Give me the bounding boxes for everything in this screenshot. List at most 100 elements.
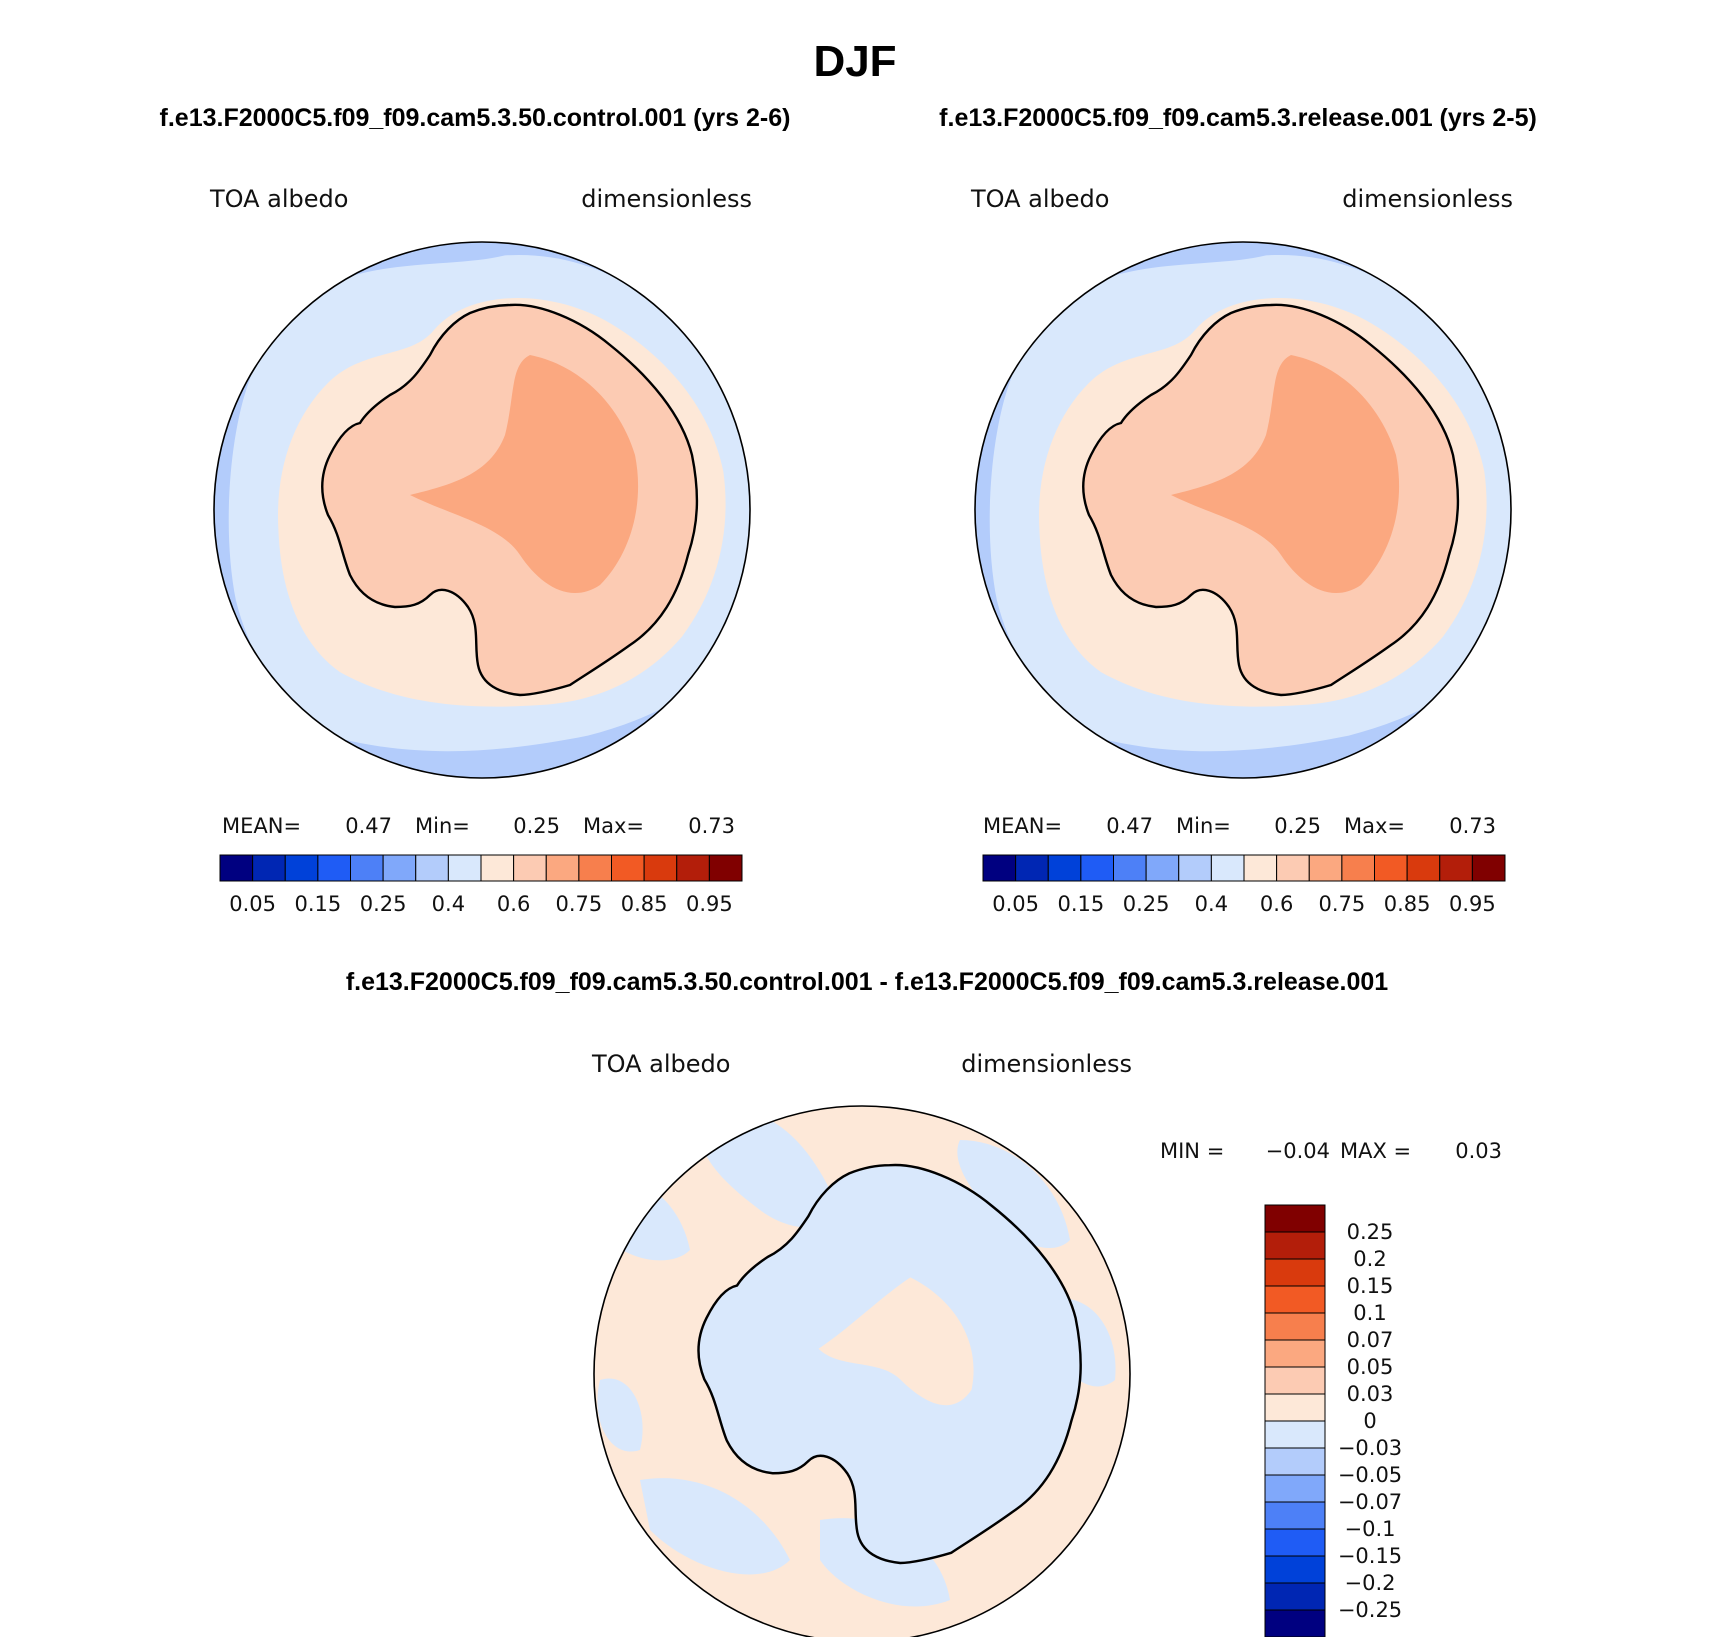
right-map-border — [974, 241, 1512, 779]
diff-colorbar-tick-label: 0.2 — [1353, 1247, 1386, 1271]
diff-colorbar-swatch — [1264, 1582, 1326, 1611]
left-mean-label: MEAN= — [222, 814, 301, 838]
diff-colorbar-swatch — [1264, 1393, 1326, 1422]
diff-colorbar-swatch — [1264, 1231, 1326, 1260]
left-colorbar-swatch — [317, 854, 351, 882]
left-map — [214, 242, 750, 778]
right-colorbar-swatch — [1471, 854, 1506, 882]
left-colorbar-tick-label: 0.4 — [432, 892, 465, 916]
right-colorbar-swatch — [1439, 854, 1473, 882]
left-case-title: f.e13.F2000C5.f09_f09.cam5.3.50.control.… — [160, 104, 791, 132]
right-plateau — [1171, 355, 1400, 594]
left-panel: TOA albedo dimensionless MEAN= 0.47 Min=… — [209, 185, 752, 916]
right-colorbar-swatch — [1047, 854, 1082, 882]
diff-colorbar-tick-label: 0.03 — [1347, 1382, 1394, 1406]
left-colorbar-swatch — [447, 854, 482, 882]
diff-units-label: dimensionless — [961, 1050, 1132, 1078]
right-panel: TOA albedo dimensionless MEAN= 0.47 Min=… — [970, 185, 1513, 916]
diff-colorbar-swatch — [1264, 1285, 1326, 1314]
diff-colorbar-swatch — [1264, 1339, 1326, 1368]
right-min-value: 0.25 — [1274, 814, 1321, 838]
left-map-border — [213, 241, 751, 779]
diff-map — [594, 1106, 1130, 1637]
diff-min-label: MIN = — [1160, 1139, 1224, 1163]
diff-colorbar-tick-label: 0.15 — [1347, 1274, 1394, 1298]
right-colorbar-tick-label: 0.6 — [1260, 892, 1293, 916]
diff-colorbar-swatch — [1264, 1204, 1326, 1233]
diff-colorbar-tick-label: 0.05 — [1347, 1355, 1394, 1379]
left-colorbar-tick-label: 0.95 — [686, 892, 733, 916]
right-colorbar-swatch — [1015, 854, 1049, 882]
right-colorbar-tick-label: 0.75 — [1318, 892, 1365, 916]
diff-colorbar-tick-label: −0.07 — [1338, 1490, 1402, 1514]
left-colorbar-swatch — [382, 854, 417, 882]
left-colorbar-swatch — [545, 854, 580, 882]
right-colorbar-tick-label: 0.85 — [1384, 892, 1431, 916]
left-colorbar-swatch — [643, 854, 678, 882]
left-colorbar: 0.05 0.15 0.25 0.4 0.6 0.75 0.85 0.95 — [219, 854, 743, 916]
right-colorbar: 0.05 0.15 0.25 0.4 0.6 0.75 0.85 0.95 — [982, 854, 1506, 916]
right-max-label: Max= — [1344, 814, 1405, 838]
diff-colorbar: 0.25 0.2 0.15 0.1 0.07 0.05 0.03 0 −0.03 −0.05 −0.… — [1264, 1204, 1402, 1637]
diff-colorbar-tick-label: −0.25 — [1338, 1598, 1402, 1622]
right-units-label: dimensionless — [1342, 185, 1513, 213]
diff-colorbar-swatch — [1264, 1555, 1326, 1584]
right-colorbar-swatch — [1113, 854, 1147, 882]
right-colorbar-tick-label: 0.15 — [1057, 892, 1104, 916]
right-colorbar-swatch — [1308, 854, 1343, 882]
left-colorbar-swatch — [578, 854, 612, 882]
diff-colorbar-swatch — [1264, 1474, 1326, 1503]
left-colorbar-swatch — [219, 854, 254, 882]
diff-colorbar-swatch — [1264, 1528, 1326, 1557]
right-map — [975, 242, 1511, 778]
right-max-value: 0.73 — [1449, 814, 1496, 838]
diff-colorbar-tick-label: −0.1 — [1345, 1517, 1396, 1541]
left-colorbar-tick-label: 0.05 — [229, 892, 276, 916]
left-mean-value: 0.47 — [345, 814, 392, 838]
left-colorbar-tick-label: 0.75 — [555, 892, 602, 916]
diff-variable-label: TOA albedo — [591, 1050, 730, 1078]
left-colorbar-swatch — [284, 854, 319, 882]
left-colorbar-swatch — [480, 854, 515, 882]
diff-map-border — [593, 1105, 1131, 1637]
right-colorbar-swatch — [1210, 854, 1245, 882]
right-min-label: Min= — [1176, 814, 1231, 838]
diff-colorbar-tick-label: 0.25 — [1347, 1220, 1394, 1244]
right-colorbar-tick-label: 0.05 — [992, 892, 1039, 916]
left-colorbar-swatch — [708, 854, 743, 882]
left-min-value: 0.25 — [513, 814, 560, 838]
right-colorbar-swatch — [1178, 854, 1212, 882]
left-max-label: Max= — [583, 814, 644, 838]
left-colorbar-swatch — [350, 854, 384, 882]
diff-colorbar-swatch — [1264, 1366, 1326, 1395]
diff-colorbar-tick-label: 0 — [1363, 1409, 1376, 1433]
right-colorbar-swatch — [1276, 854, 1310, 882]
right-colorbar-swatch — [1080, 854, 1114, 882]
diff-case-title: f.e13.F2000C5.f09_f09.cam5.3.50.control.… — [346, 968, 1388, 996]
diff-colorbar-tick-label: 0.1 — [1353, 1301, 1386, 1325]
left-min-label: Min= — [415, 814, 470, 838]
right-mean-value: 0.47 — [1106, 814, 1153, 838]
right-colorbar-tick-label: 0.25 — [1123, 892, 1170, 916]
diff-max-value: 0.03 — [1455, 1139, 1502, 1163]
diff-colorbar-tick-label: 0.07 — [1347, 1328, 1394, 1352]
diff-colorbar-tick-label: −0.15 — [1338, 1544, 1402, 1568]
right-colorbar-swatch — [1341, 854, 1375, 882]
diff-colorbar-tick-label: −0.2 — [1345, 1571, 1396, 1595]
left-max-value: 0.73 — [688, 814, 735, 838]
right-colorbar-tick-label: 0.4 — [1195, 892, 1228, 916]
diff-colorbar-swatch — [1264, 1420, 1326, 1449]
left-colorbar-tick-label: 0.25 — [360, 892, 407, 916]
diff-colorbar-swatch — [1264, 1258, 1326, 1287]
left-variable-label: TOA albedo — [209, 185, 348, 213]
diff-interior-positive — [818, 1277, 974, 1406]
left-colorbar-swatch — [252, 854, 286, 882]
diff-max-label: MAX = — [1340, 1139, 1411, 1163]
left-colorbar-swatch — [611, 854, 645, 882]
right-case-title: f.e13.F2000C5.f09_f09.cam5.3.release.001… — [939, 104, 1537, 132]
left-colorbar-swatch — [513, 854, 547, 882]
right-colorbar-tick-label: 0.95 — [1449, 892, 1496, 916]
right-colorbar-swatch — [1406, 854, 1441, 882]
diff-colorbar-tick-label: −0.03 — [1338, 1436, 1402, 1460]
